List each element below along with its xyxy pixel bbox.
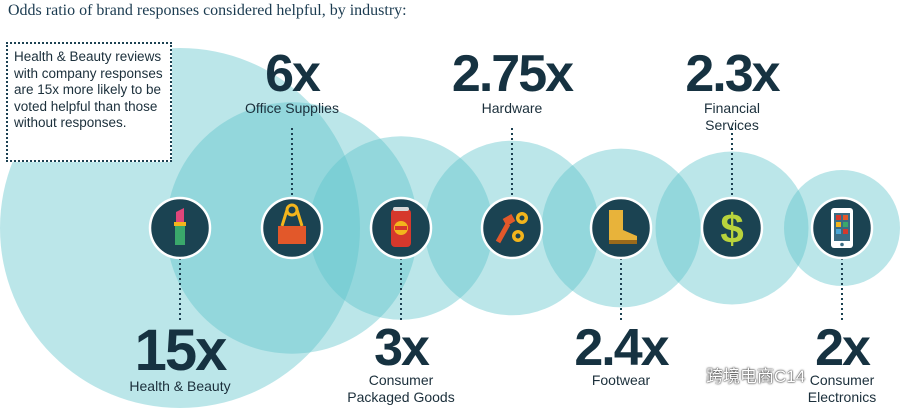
smartphone-icon: [810, 196, 874, 260]
value-label-financial-services: 2.3x: [685, 45, 780, 103]
category-label-consumer-electronics: Consumer Electronics: [807, 372, 877, 405]
category-label-footwear: Footwear: [591, 372, 651, 388]
binder-clip-icon: [260, 196, 324, 260]
dollar-sign-icon: $: [700, 196, 764, 260]
page-title: Odds ratio of brand responses considered…: [8, 2, 407, 19]
watermark-text: 跨境电商C14: [706, 367, 806, 386]
nuts-bolts-icon: [480, 196, 544, 260]
lipstick-icon: [148, 196, 212, 260]
value-label-office-supplies: 6x: [265, 45, 321, 103]
value-label-footwear: 2.4x: [574, 319, 669, 377]
value-label-hardware: 2.75x: [451, 45, 574, 103]
value-label-consumer-packaged-goods: 3x: [374, 319, 430, 377]
soda-can-icon: [369, 196, 433, 260]
callout-note: Health & Beauty reviews with company res…: [6, 42, 172, 162]
category-label-financial-services: Financial Services: [703, 100, 761, 133]
category-label-consumer-packaged-goods: Consumer Packaged Goods: [347, 372, 455, 405]
svg-text:$: $: [720, 205, 743, 252]
category-label-health-and-beauty: Health & Beauty: [129, 378, 231, 394]
value-label-consumer-electronics: 2x: [815, 319, 871, 377]
category-label-hardware: Hardware: [481, 100, 543, 116]
boot-icon: [589, 196, 653, 260]
value-label-health-and-beauty: 15x: [134, 318, 228, 383]
category-label-office-supplies: Office Supplies: [245, 100, 339, 116]
